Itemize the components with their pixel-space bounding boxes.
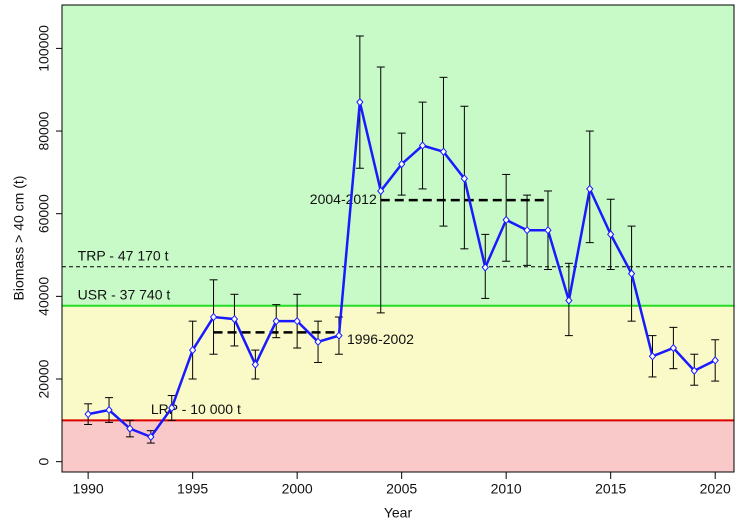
plot-frame xyxy=(61,4,735,473)
point xyxy=(335,331,343,340)
point xyxy=(251,360,260,369)
point xyxy=(460,174,469,183)
reference-label: USR - 37 740 t xyxy=(78,286,171,302)
point xyxy=(648,352,657,361)
point xyxy=(544,225,552,235)
y-tick-label: 100000 xyxy=(36,25,52,72)
point xyxy=(314,337,322,347)
y-tick-label: 40000 xyxy=(36,277,52,316)
point xyxy=(377,186,385,196)
point xyxy=(126,424,134,433)
x-tick-label: 1995 xyxy=(177,481,208,497)
x-tick-label: 2020 xyxy=(700,481,731,497)
point xyxy=(230,314,239,324)
point xyxy=(84,409,92,419)
point xyxy=(523,225,531,235)
reference-label: TRP - 47 170 t xyxy=(78,247,169,263)
point xyxy=(690,366,698,376)
x-tick-label: 2005 xyxy=(386,481,417,497)
point xyxy=(586,184,594,194)
point xyxy=(565,296,573,305)
reference-label: LRP - 10 000 t xyxy=(151,401,241,417)
point xyxy=(168,403,176,413)
point xyxy=(502,215,510,225)
point xyxy=(397,159,406,169)
point xyxy=(418,141,427,150)
x-axis-label: Year xyxy=(384,505,413,521)
point xyxy=(711,356,719,365)
point xyxy=(188,345,197,355)
x-tick-label: 2015 xyxy=(595,481,626,497)
x-tick-label: 1990 xyxy=(73,481,104,497)
x-tick-label: 2000 xyxy=(282,481,313,497)
x-tick-label: 2010 xyxy=(491,481,522,497)
zone xyxy=(62,420,734,472)
point xyxy=(669,343,678,353)
point xyxy=(607,230,615,239)
point xyxy=(209,312,218,322)
point xyxy=(147,432,155,442)
period-label: 2004-2012 xyxy=(310,191,377,207)
y-tick-label: 20000 xyxy=(36,359,52,398)
point xyxy=(627,269,636,278)
point xyxy=(293,316,301,326)
y-tick-label: 0 xyxy=(36,458,52,466)
y-tick-label: 60000 xyxy=(36,194,52,233)
y-axis-label: Biomass > 40 cm (t) xyxy=(11,176,27,301)
point xyxy=(105,405,113,415)
point xyxy=(272,316,280,326)
y-tick-label: 80000 xyxy=(36,111,52,150)
point xyxy=(439,147,448,156)
point xyxy=(356,97,364,107)
point xyxy=(481,263,489,272)
period-label: 1996-2002 xyxy=(347,331,414,347)
